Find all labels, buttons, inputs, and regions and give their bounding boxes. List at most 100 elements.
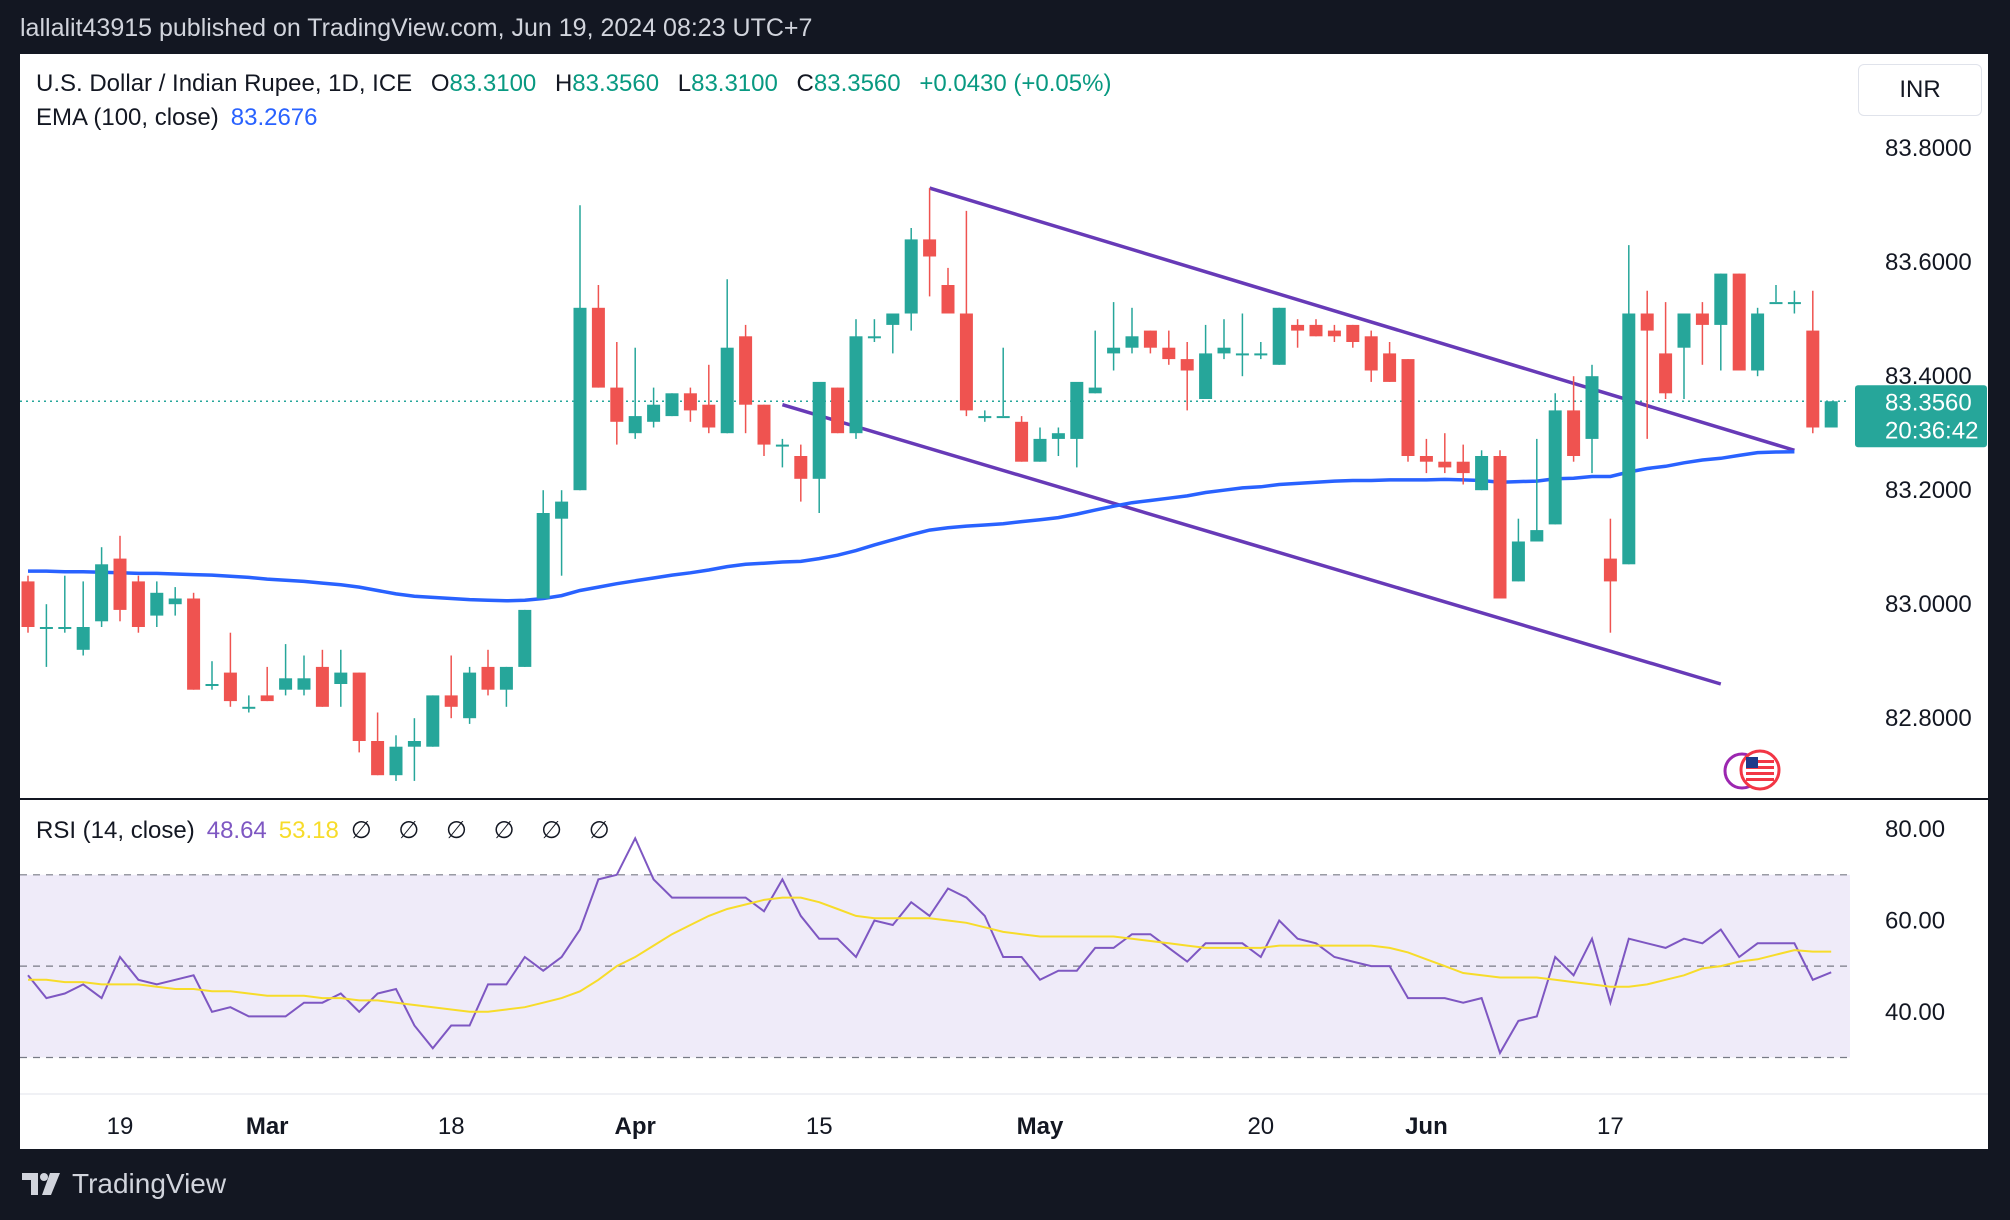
us-flag-icon xyxy=(1739,749,1781,791)
candle-body xyxy=(1438,461,1452,468)
candle-body xyxy=(223,672,237,702)
candle-body xyxy=(21,581,35,627)
candle-body xyxy=(775,444,789,447)
symbol-title[interactable]: U.S. Dollar / Indian Rupee, 1D, ICE xyxy=(36,70,413,97)
price-axis-tick: 83.6000 xyxy=(1885,249,1972,276)
candle-body xyxy=(1530,530,1544,542)
footer-brand: TradingView xyxy=(72,1168,227,1199)
candle xyxy=(683,387,697,422)
candle-body xyxy=(886,313,900,325)
candle xyxy=(95,547,109,627)
rsi-axis-tick: 40.00 xyxy=(1885,999,1945,1026)
candle xyxy=(1677,313,1691,399)
candle xyxy=(389,735,403,781)
candle xyxy=(168,587,182,616)
candle xyxy=(739,324,753,434)
candle xyxy=(1567,376,1581,462)
candle xyxy=(794,444,808,502)
candle-body xyxy=(1143,330,1157,348)
candle-body xyxy=(39,627,53,629)
candle xyxy=(444,655,458,719)
candle xyxy=(1125,307,1139,354)
candle-body xyxy=(371,741,385,776)
time-axis-tick: May xyxy=(1017,1113,1064,1140)
candle xyxy=(628,347,642,439)
candle xyxy=(812,381,826,513)
candle xyxy=(591,285,605,388)
candle-body xyxy=(58,627,72,629)
candle xyxy=(996,347,1010,419)
candle-body xyxy=(1015,421,1029,462)
candle xyxy=(1530,438,1544,542)
candle-body xyxy=(959,313,973,411)
candle-body xyxy=(683,393,697,411)
rsi-ma-line xyxy=(28,896,1832,1013)
candle xyxy=(978,410,992,422)
candle xyxy=(223,632,237,707)
candle xyxy=(1199,324,1213,399)
candle-body xyxy=(1659,353,1673,394)
candle-body xyxy=(1309,324,1323,337)
candle xyxy=(1272,307,1286,365)
chart-panel[interactable]: 83.8000 83.6000 83.4000 83.2000 83.0000 82.80… xyxy=(20,54,1988,1149)
candle xyxy=(352,672,366,753)
candle-body xyxy=(1217,347,1231,354)
flag-stripe xyxy=(1746,760,1774,763)
ema-legend[interactable]: EMA (100, close) 83.2676 xyxy=(36,104,318,132)
candle-body xyxy=(95,564,109,622)
price-axis-tick: 83.2000 xyxy=(1885,477,1972,504)
candle-body xyxy=(1493,456,1507,599)
candle-body xyxy=(1162,347,1176,360)
candle-body xyxy=(1088,387,1102,394)
candle-body xyxy=(1677,313,1691,348)
candle-body xyxy=(242,706,256,709)
candle xyxy=(499,666,513,707)
high-value: 83.3560 xyxy=(572,70,660,97)
time-axis-tick: Mar xyxy=(246,1113,289,1140)
candle-body xyxy=(315,666,329,707)
candle-body xyxy=(923,239,937,257)
candle-body xyxy=(1051,433,1065,439)
candle xyxy=(279,644,293,696)
candle xyxy=(647,387,661,428)
candle xyxy=(21,575,35,633)
candle-body xyxy=(996,416,1010,419)
candle xyxy=(1070,381,1084,468)
candle xyxy=(481,649,495,696)
rsi-legend[interactable]: RSI (14, close) 48.64 53.18 ∅ ∅ ∅ ∅ ∅ ∅ xyxy=(36,816,620,845)
chart-canvas[interactable]: 83.800083.600083.400083.200083.000082.80… xyxy=(20,54,1988,1149)
time-axis-tick: 19 xyxy=(107,1113,134,1140)
candle-body xyxy=(1548,410,1562,525)
candle-body xyxy=(113,558,127,610)
candle xyxy=(1659,302,1673,399)
rsi-ma-value: 53.18 xyxy=(278,817,339,844)
candle xyxy=(1364,330,1378,382)
candle-body xyxy=(1475,456,1489,491)
candle-body xyxy=(1235,353,1249,356)
candle xyxy=(1015,416,1029,462)
footer: TradingView xyxy=(22,1168,226,1200)
candle xyxy=(1438,433,1452,474)
candle xyxy=(1419,438,1433,474)
price-tag-background xyxy=(1855,385,1987,448)
candle xyxy=(904,228,918,331)
candle-body xyxy=(1346,324,1360,342)
candle-body xyxy=(1769,302,1783,305)
ema-line xyxy=(28,449,1795,603)
price-tag-countdown: 20:36:42 xyxy=(1885,417,1978,444)
currency-button[interactable]: INR xyxy=(1858,64,1982,116)
candle xyxy=(58,575,72,633)
change-value: +0.0430 (+0.05%) xyxy=(919,70,1112,97)
candle-body xyxy=(1806,330,1820,428)
candle-body xyxy=(794,456,808,479)
candle-body xyxy=(555,501,569,519)
candle xyxy=(131,575,145,633)
time-axis-tick: Apr xyxy=(615,1113,656,1140)
candle xyxy=(831,387,845,434)
candle-body xyxy=(150,592,164,616)
candle xyxy=(665,393,679,417)
candle-body xyxy=(867,336,881,339)
candle xyxy=(1456,444,1470,485)
economic-events-icon[interactable] xyxy=(1723,749,1781,791)
candle xyxy=(1475,450,1489,491)
